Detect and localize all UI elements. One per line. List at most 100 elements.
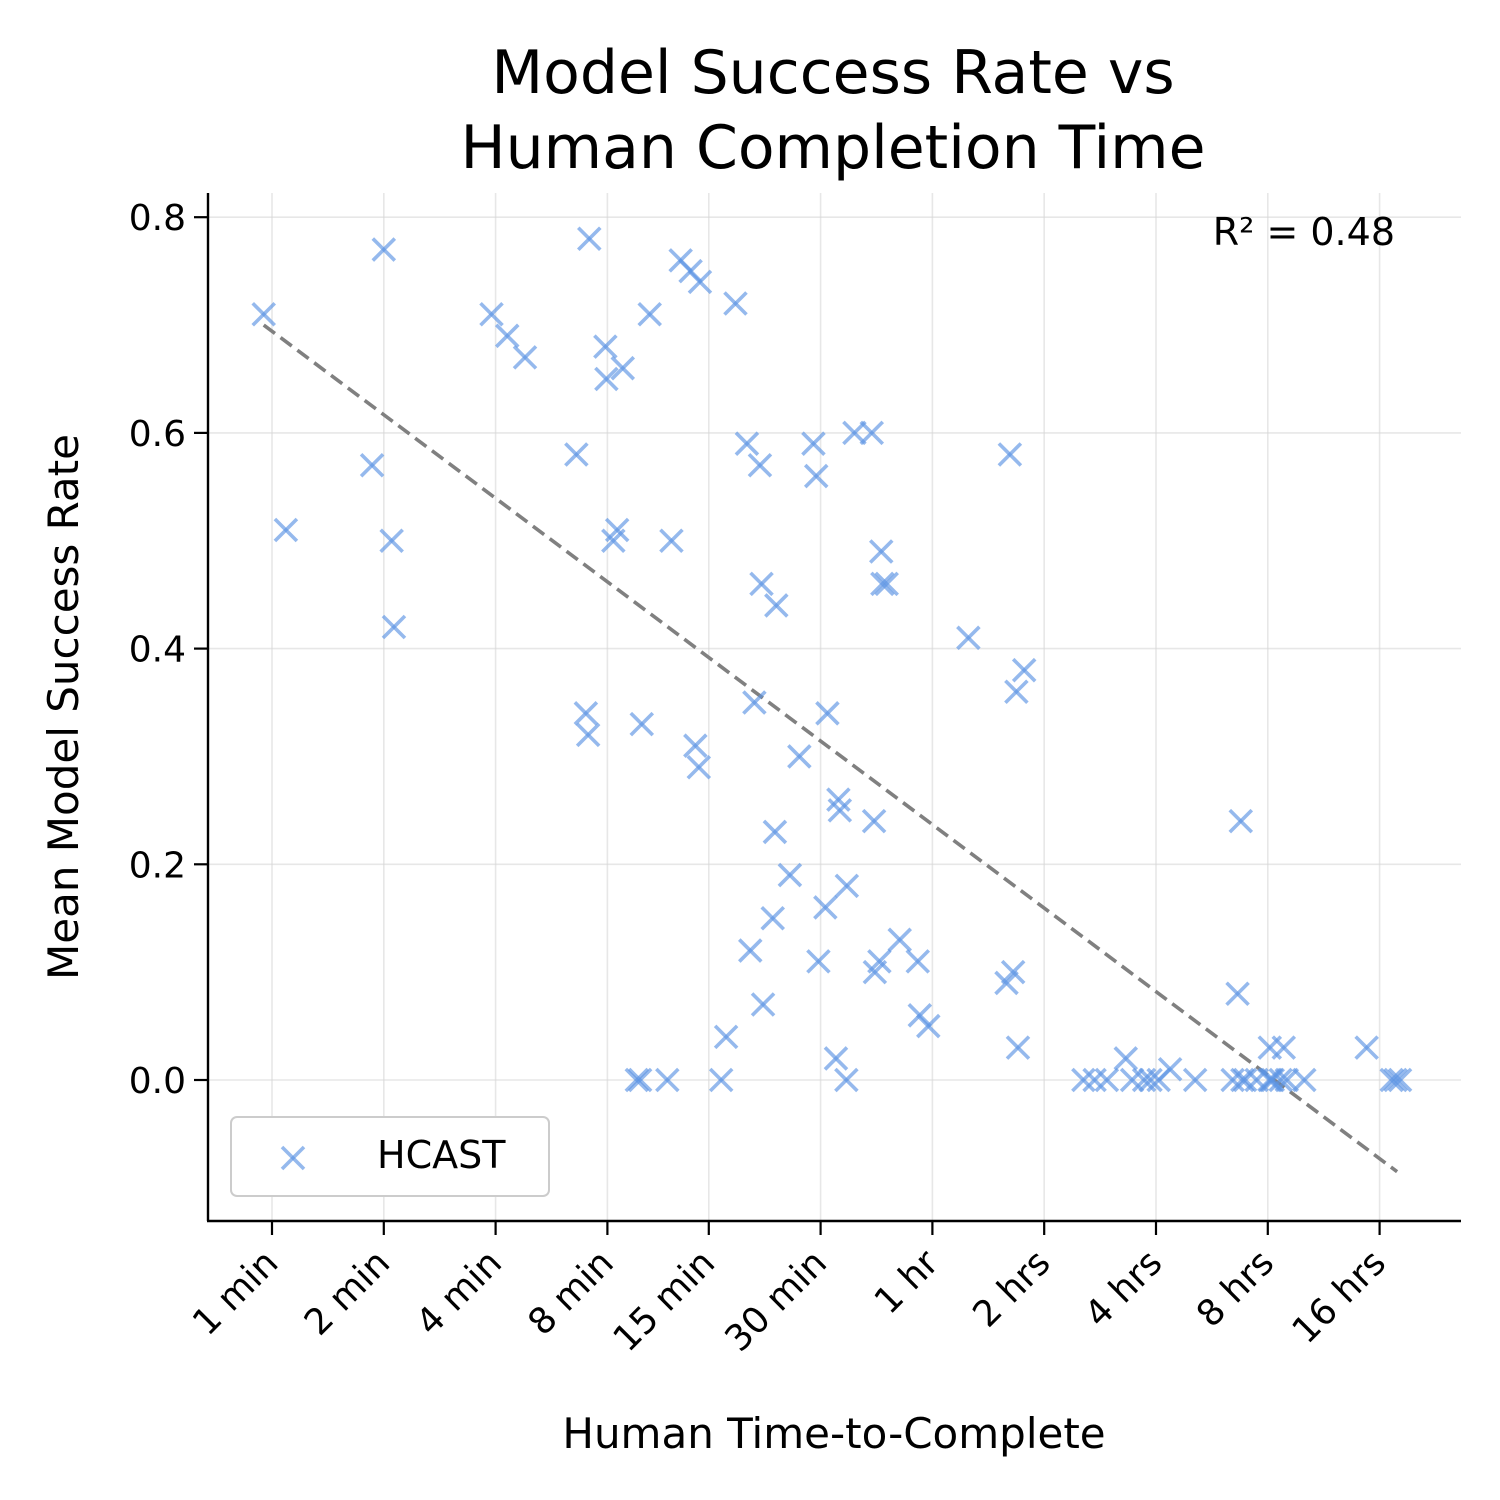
y-tick-label: 0.2	[129, 845, 186, 886]
data-point	[1071, 1067, 1096, 1093]
y-tick-label: 0.4	[129, 630, 186, 671]
legend: HCAST	[230, 1116, 550, 1197]
data-point	[742, 690, 767, 715]
x-tick-label: 30 min	[717, 1242, 834, 1359]
data-points	[251, 226, 1413, 1093]
data-point	[806, 949, 831, 974]
data-point	[827, 798, 853, 823]
data-point	[859, 420, 885, 446]
data-point	[1292, 1067, 1317, 1093]
data-point	[251, 301, 276, 327]
data-point	[604, 517, 630, 543]
data-point	[1138, 1067, 1163, 1093]
data-point	[764, 593, 789, 618]
x-tick-label: 1 min	[185, 1242, 286, 1343]
data-point	[686, 754, 712, 780]
data-point	[997, 442, 1023, 467]
data-point	[575, 722, 601, 748]
data-point	[823, 1046, 849, 1071]
data-point	[749, 571, 774, 597]
data-point	[734, 431, 760, 456]
data-point	[956, 625, 981, 651]
r-squared-annotation: R² = 0.48	[1213, 210, 1395, 254]
data-point	[1268, 1067, 1293, 1093]
data-point	[573, 701, 599, 726]
legend-label-hcast: HCAST	[377, 1133, 506, 1177]
x-axis-label: Human Time-to-Complete	[562, 1409, 1105, 1458]
data-point	[1232, 1067, 1258, 1093]
x-tick-label: 15 min	[606, 1242, 723, 1359]
x-tick-label: 2 min	[297, 1242, 398, 1343]
data-point	[627, 1067, 653, 1093]
chart-title-line-2: Human Completion Time	[460, 113, 1205, 183]
legend-box	[230, 1116, 550, 1197]
data-point	[874, 571, 899, 597]
data-point	[834, 873, 860, 899]
data-point	[815, 701, 840, 726]
x-tick-label: 2 hrs	[965, 1242, 1058, 1335]
data-point	[842, 420, 867, 446]
data-point	[1011, 657, 1037, 683]
data-point	[637, 301, 662, 327]
data-point	[1004, 679, 1029, 705]
data-point	[512, 345, 538, 370]
data-point	[577, 226, 602, 252]
x-tick-label: 16 hrs	[1285, 1242, 1394, 1351]
data-point	[750, 992, 776, 1017]
data-point	[381, 614, 407, 640]
data-point	[624, 1067, 650, 1093]
data-point	[1271, 1035, 1297, 1060]
x-tick-label: 8 hrs	[1189, 1242, 1282, 1335]
data-point	[834, 1067, 859, 1093]
data-point	[762, 819, 788, 845]
data-point	[708, 1067, 734, 1093]
y-tick-label: 0.6	[129, 414, 186, 455]
data-point	[994, 970, 1019, 996]
y-tick-label: 0.8	[129, 198, 186, 239]
data-point	[813, 895, 838, 920]
data-point	[1182, 1067, 1208, 1093]
data-point	[1354, 1035, 1379, 1060]
data-point	[803, 463, 829, 489]
y-axis-label: Mean Model Success Rate	[39, 434, 88, 980]
legend-marker-icon	[280, 1145, 306, 1171]
data-point	[1228, 808, 1254, 834]
data-point	[1005, 1035, 1031, 1060]
data-point	[1383, 1067, 1408, 1093]
x-tick-label: 1 hr	[867, 1242, 947, 1322]
data-point	[479, 301, 504, 327]
data-point	[494, 323, 520, 349]
data-point	[371, 237, 397, 262]
data-point	[868, 539, 894, 564]
data-point	[801, 431, 826, 456]
y-axis-ticks: 0.0 0.2 0.4 0.6 0.8	[129, 198, 208, 1102]
data-point	[905, 949, 931, 974]
data-point	[1387, 1067, 1413, 1093]
y-tick-label: 0.0	[129, 1061, 186, 1102]
trendline-group	[262, 323, 1399, 1174]
data-point	[916, 1013, 941, 1039]
data-point	[887, 927, 912, 953]
x-tick-label: 8 min	[520, 1242, 621, 1343]
data-point	[564, 442, 589, 467]
x-tick-label: 4 min	[409, 1242, 510, 1343]
x-tick-label: 4 hrs	[1077, 1242, 1170, 1335]
data-point	[273, 517, 299, 543]
data-point	[359, 452, 385, 478]
data-point	[867, 949, 892, 974]
data-point	[1379, 1067, 1404, 1093]
trendline	[262, 323, 1399, 1174]
data-point	[629, 711, 655, 737]
data-point	[1225, 981, 1250, 1006]
data-point	[787, 744, 812, 769]
data-point	[870, 571, 895, 597]
data-point	[723, 291, 748, 316]
data-point	[1119, 1067, 1145, 1093]
data-point	[747, 452, 773, 478]
data-point	[861, 808, 887, 834]
data-point	[594, 366, 619, 392]
data-point	[379, 528, 404, 554]
chart-title-line-1: Model Success Rate vs	[491, 38, 1174, 108]
